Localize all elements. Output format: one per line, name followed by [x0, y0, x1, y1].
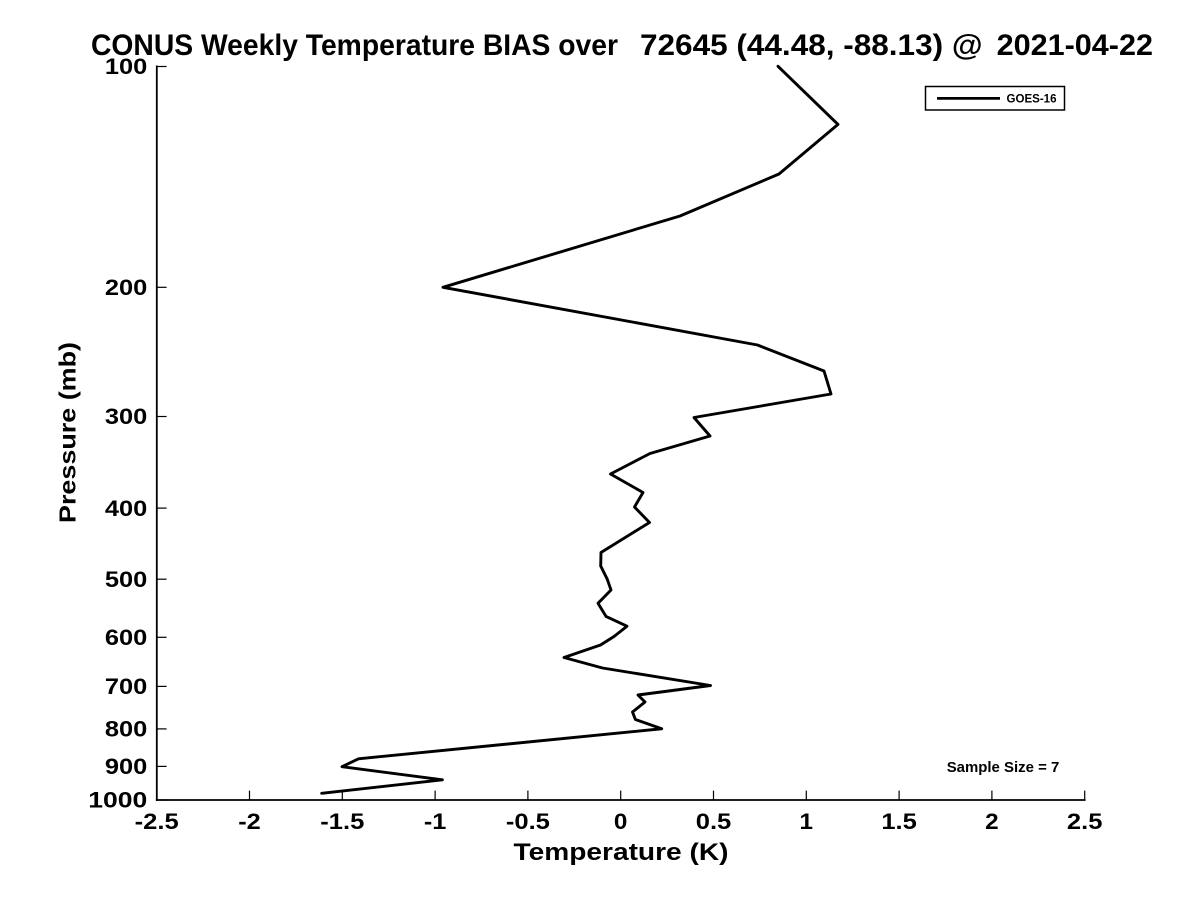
- svg-text:500: 500: [105, 567, 147, 592]
- svg-text:72645 (44.48, -88.13) @: 72645 (44.48, -88.13) @: [640, 29, 983, 62]
- svg-text:Sample Size = 7: Sample Size = 7: [947, 759, 1060, 776]
- svg-text:-2: -2: [238, 809, 261, 834]
- svg-text:0.5: 0.5: [696, 809, 732, 834]
- svg-text:2.5: 2.5: [1067, 809, 1103, 834]
- svg-text:-2.5: -2.5: [135, 809, 179, 834]
- svg-text:2: 2: [985, 809, 999, 834]
- svg-text:1: 1: [800, 809, 814, 834]
- svg-text:GOES-16: GOES-16: [1007, 92, 1057, 106]
- svg-text:1.5: 1.5: [881, 809, 917, 834]
- svg-text:200: 200: [105, 275, 147, 300]
- svg-text:-1.5: -1.5: [320, 809, 364, 834]
- svg-text:Pressure (mb): Pressure (mb): [55, 342, 81, 523]
- svg-text:-0.5: -0.5: [506, 809, 550, 834]
- svg-text:800: 800: [105, 717, 147, 742]
- svg-text:600: 600: [105, 625, 147, 650]
- svg-text:CONUS Weekly Temperature BIAS: CONUS Weekly Temperature BIAS over: [91, 29, 618, 62]
- svg-text:100: 100: [105, 54, 147, 79]
- svg-text:-1: -1: [424, 809, 447, 834]
- svg-text:Temperature (K): Temperature (K): [514, 839, 729, 866]
- svg-text:700: 700: [105, 674, 147, 699]
- svg-text:0: 0: [614, 809, 628, 834]
- svg-text:1000: 1000: [88, 788, 147, 813]
- svg-text:300: 300: [105, 404, 147, 429]
- svg-text:2021-04-22: 2021-04-22: [997, 29, 1153, 62]
- svg-text:900: 900: [105, 754, 147, 779]
- svg-text:400: 400: [105, 496, 147, 521]
